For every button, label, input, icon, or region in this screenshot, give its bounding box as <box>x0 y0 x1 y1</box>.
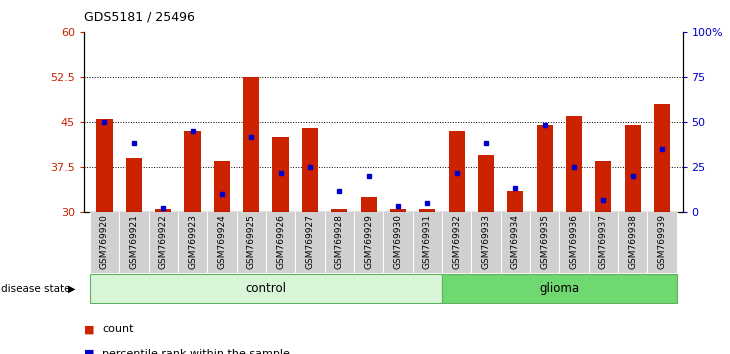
Bar <box>478 155 494 212</box>
Bar <box>243 77 259 212</box>
Text: GSM769935: GSM769935 <box>540 214 549 269</box>
Bar <box>501 212 530 273</box>
Text: GSM769926: GSM769926 <box>276 214 285 269</box>
Bar <box>90 274 442 303</box>
Bar <box>507 191 523 212</box>
Bar <box>266 212 295 273</box>
Bar <box>442 212 472 273</box>
Bar <box>155 210 172 212</box>
Bar <box>566 116 582 212</box>
Bar <box>272 137 288 212</box>
Bar <box>654 104 670 212</box>
Bar <box>530 212 559 273</box>
Bar <box>588 212 618 273</box>
Bar <box>419 210 435 212</box>
Bar <box>325 212 354 273</box>
Text: GSM769923: GSM769923 <box>188 214 197 269</box>
Bar <box>207 212 237 273</box>
Text: count: count <box>102 324 134 334</box>
Bar <box>625 125 641 212</box>
Bar <box>96 119 112 212</box>
Text: GSM769931: GSM769931 <box>423 214 431 269</box>
Text: control: control <box>245 282 286 295</box>
Bar <box>148 212 178 273</box>
Text: GSM769922: GSM769922 <box>158 214 168 269</box>
Text: GSM769936: GSM769936 <box>569 214 578 269</box>
Text: GSM769939: GSM769939 <box>658 214 666 269</box>
Bar <box>559 212 588 273</box>
Bar <box>214 161 230 212</box>
Text: glioma: glioma <box>539 282 580 295</box>
Text: disease state: disease state <box>1 284 71 293</box>
Bar <box>301 128 318 212</box>
Text: GDS5181 / 25496: GDS5181 / 25496 <box>84 11 195 24</box>
Bar <box>412 212 442 273</box>
Text: GSM769930: GSM769930 <box>393 214 402 269</box>
Bar <box>185 131 201 212</box>
Text: GSM769927: GSM769927 <box>305 214 315 269</box>
Text: GSM769934: GSM769934 <box>511 214 520 269</box>
Text: GSM769921: GSM769921 <box>129 214 138 269</box>
Bar <box>442 274 677 303</box>
Bar <box>119 212 148 273</box>
Bar <box>90 212 119 273</box>
Bar <box>178 212 207 273</box>
Text: ■: ■ <box>84 349 94 354</box>
Bar <box>537 125 553 212</box>
Text: GSM769937: GSM769937 <box>599 214 608 269</box>
Bar <box>354 212 383 273</box>
Text: GSM769928: GSM769928 <box>335 214 344 269</box>
Text: GSM769925: GSM769925 <box>247 214 255 269</box>
Bar <box>126 158 142 212</box>
Text: GSM769924: GSM769924 <box>218 214 226 269</box>
Bar <box>390 210 406 212</box>
Text: GSM769932: GSM769932 <box>452 214 461 269</box>
Bar <box>448 131 465 212</box>
Bar <box>618 212 648 273</box>
Text: GSM769920: GSM769920 <box>100 214 109 269</box>
Bar <box>295 212 325 273</box>
Bar <box>648 212 677 273</box>
Text: GSM769938: GSM769938 <box>629 214 637 269</box>
Bar <box>383 212 412 273</box>
Bar <box>472 212 501 273</box>
Bar <box>595 161 612 212</box>
Bar <box>331 210 347 212</box>
Text: ▶: ▶ <box>68 284 75 293</box>
Text: percentile rank within the sample: percentile rank within the sample <box>102 349 290 354</box>
Bar <box>361 198 377 212</box>
Text: GSM769933: GSM769933 <box>482 214 491 269</box>
Bar <box>237 212 266 273</box>
Text: ■: ■ <box>84 324 94 334</box>
Text: GSM769929: GSM769929 <box>364 214 373 269</box>
